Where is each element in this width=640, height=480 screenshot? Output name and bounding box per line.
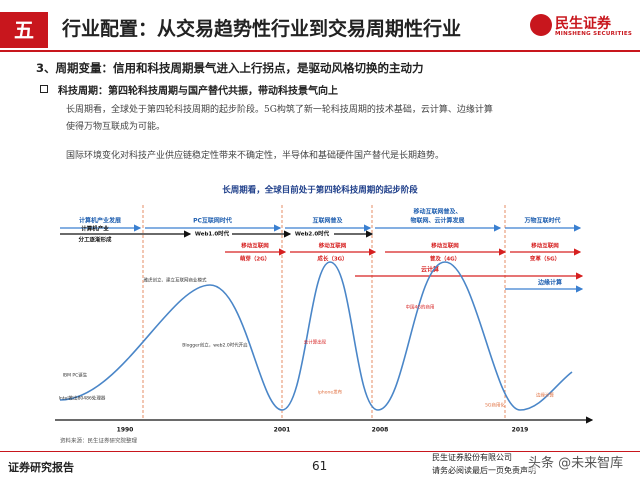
page-number: 61 [312, 459, 328, 473]
footer-label: 证券研究报告 [8, 461, 74, 474]
cycle-curve [59, 261, 573, 411]
paragraph: 长周期看，全球处于第四轮科技周期的起步阶段。5G构筑了新一轮科技周期的技术基础，… [66, 105, 493, 115]
annotation: 云计算出现 [304, 339, 327, 346]
header-rule [0, 50, 640, 52]
annotation: Intel推出80486处理器 [59, 395, 106, 402]
section-number: 五 [0, 12, 48, 48]
edge-label: 边缘计算 [537, 279, 562, 287]
logo-text: 民生证券 [555, 16, 611, 32]
footer-disclaimer: 请务必阅读最后一页免责声明 [432, 466, 536, 475]
stage-label: 计算机产业 [81, 225, 109, 233]
stage-label: 分工逐渐形成 [78, 236, 112, 244]
year-label: 1990 [117, 427, 134, 434]
mobile-label: 移动互联网 [431, 242, 459, 250]
mobile-label: 普及（4G） [430, 255, 460, 263]
subtitle: 3、周期变量：信用和科技周期景气进入上行拐点，是驱动风格切换的主动力 [36, 61, 424, 75]
annotation: IBM PC诞生 [63, 372, 88, 379]
web-label: Web2.0时代 [295, 230, 330, 238]
watermark: 头条 @未来智库 [528, 452, 624, 471]
year-label: 2019 [512, 427, 529, 434]
year-label: 2001 [274, 427, 291, 434]
source: 资料来源：民生证券研究院整理 [60, 437, 138, 445]
year-label: 2008 [372, 427, 389, 434]
mobile-label: 萌芽（2G） [240, 255, 270, 263]
logo-mark [530, 14, 552, 36]
mobile-label: 成长（3G） [317, 255, 347, 263]
era-label: 移动互联网普及、 [413, 208, 461, 216]
annotation: 中国4G的商用 [406, 304, 435, 311]
annotation: iphone发布 [318, 389, 343, 396]
annotation: 边缘计算 [536, 392, 554, 399]
footer-company: 民生证券股份有限公司 [432, 453, 512, 462]
logo-subtext: MINSHENG SECURITIES [555, 31, 633, 37]
era-label: 计算机产业发展 [79, 217, 121, 225]
era-label: 物联网、云计算发展 [410, 217, 464, 225]
mobile-label: 移动互联网 [531, 242, 559, 250]
bullet-heading: 科技周期：第四轮科技周期与国产替代共振，带动科技景气向上 [58, 86, 338, 97]
paragraph: 使得万物互联成为可能。 [66, 122, 166, 132]
annotation: 雅虎创立、建立互联网商业模式 [144, 277, 207, 284]
mobile-label: 移动互联网 [241, 242, 269, 250]
era-label: 互联网普及 [312, 217, 342, 225]
mobile-label: 移动互联网 [319, 242, 347, 250]
era-label: 万物互联时代 [523, 217, 560, 225]
diagram-title: 长周期看，全球目前处于第四轮科技周期的起步阶段 [222, 185, 418, 196]
annotation: Blogger创立，web2.0时代开启 [182, 342, 247, 349]
bullet-box [40, 85, 48, 93]
slide-title: 行业配置：从交易趋势性行业到交易周期性行业 [62, 18, 462, 40]
cloud-label: 云计算 [421, 266, 439, 274]
mobile-label: 变革（5G） [530, 255, 560, 263]
annotation: 5G商用化 [485, 402, 505, 409]
web-label: Web1.0时代 [195, 230, 230, 238]
era-label: PC互联网时代 [193, 217, 232, 225]
footer-rule [0, 451, 640, 452]
paragraph: 国际环境变化对科技产业供应链稳定性带来不确定性，半导体和基础硬件国产替代是长期趋… [66, 151, 445, 161]
